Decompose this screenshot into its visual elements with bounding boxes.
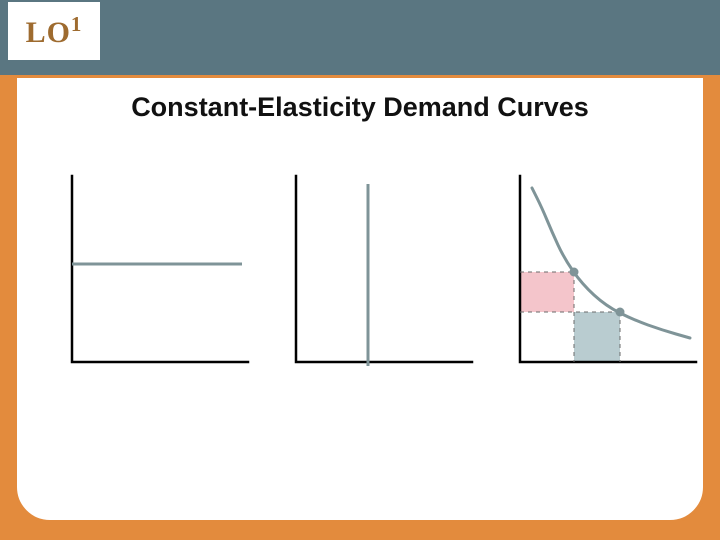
revenue-rect-a	[520, 272, 574, 312]
chart-svg	[278, 160, 478, 390]
curve-point-b	[616, 308, 625, 317]
chart-svg	[54, 160, 254, 390]
chart-panel-1	[54, 160, 254, 390]
background-top-band	[0, 0, 720, 75]
chart-panel-2	[278, 160, 478, 390]
charts-row	[54, 160, 684, 390]
chart-svg	[502, 160, 702, 390]
axes	[72, 176, 248, 362]
chart-panel-3	[502, 160, 702, 390]
learning-objective-label: LO1	[26, 12, 83, 50]
curve-point-a	[570, 268, 579, 277]
slide-root: LO1 Constant-Elasticity Demand Curves	[0, 0, 720, 540]
axes	[296, 176, 472, 362]
lo-text-main: LO	[26, 16, 71, 49]
lo-text-sup: 1	[71, 12, 83, 36]
revenue-rect-b	[574, 312, 620, 362]
page-title: Constant-Elasticity Demand Curves	[0, 92, 720, 123]
learning-objective-box: LO1	[8, 2, 100, 60]
